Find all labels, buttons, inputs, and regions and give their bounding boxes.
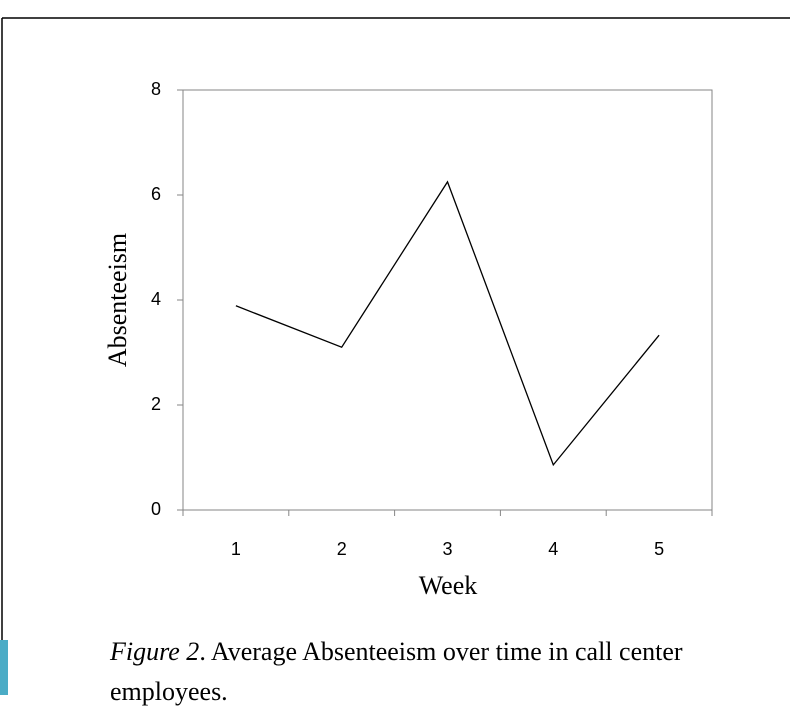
y-tick-label: 4	[151, 289, 161, 309]
x-axis-title: Week	[419, 571, 478, 600]
y-tick-label: 2	[151, 394, 161, 414]
x-tick-label: 1	[231, 539, 241, 559]
caption-text: . Average Absenteeism over time in call …	[110, 637, 683, 706]
x-tick-label: 2	[337, 539, 347, 559]
line	[235, 180, 660, 467]
caption-label: Figure 2	[110, 637, 200, 666]
y-axis-title: Absenteeism	[103, 233, 132, 367]
plot-frame	[182, 89, 713, 511]
x-tick-label: 4	[548, 539, 558, 559]
x-tick-label: 3	[442, 539, 452, 559]
caption: Figure 2. Average Absenteeism over time …	[110, 632, 780, 712]
y-tick-label: 0	[151, 499, 161, 519]
side-bar	[0, 640, 8, 695]
y-tick-label: 6	[151, 184, 161, 204]
y-tick-label: 8	[151, 79, 161, 99]
x-tick-label: 5	[654, 539, 664, 559]
